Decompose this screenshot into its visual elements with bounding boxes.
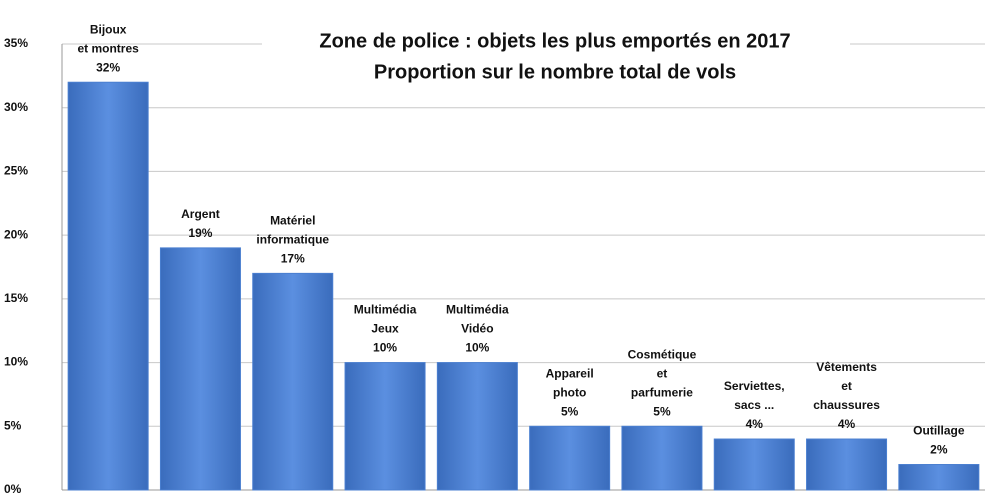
bar bbox=[436, 362, 518, 491]
category-label: Argent bbox=[181, 207, 220, 221]
value-label: 19% bbox=[188, 226, 212, 240]
bar bbox=[898, 464, 980, 491]
category-label: parfumerie bbox=[631, 385, 693, 399]
value-label: 10% bbox=[373, 341, 397, 355]
category-label: Matériel bbox=[270, 214, 315, 228]
category-label: Appareil bbox=[546, 366, 594, 380]
bar bbox=[621, 425, 703, 491]
y-tick-label: 25% bbox=[4, 164, 28, 178]
value-label: 4% bbox=[746, 417, 764, 431]
chart-title: Zone de police : objets les plus emporté… bbox=[319, 30, 790, 52]
category-label: Multimédia bbox=[354, 303, 417, 317]
y-tick-label: 35% bbox=[4, 36, 28, 50]
bar bbox=[344, 362, 426, 491]
y-tick-label: 10% bbox=[4, 355, 28, 369]
category-label: Outillage bbox=[913, 424, 965, 438]
category-label: informatique bbox=[256, 233, 329, 247]
category-label: sacs ... bbox=[734, 398, 774, 412]
y-tick-label: 30% bbox=[4, 100, 28, 114]
category-label: Multimédia bbox=[446, 303, 509, 317]
bar bbox=[529, 425, 611, 491]
category-label: Vêtements bbox=[816, 360, 877, 374]
value-label: 2% bbox=[930, 443, 948, 457]
bar bbox=[806, 438, 888, 491]
bar bbox=[159, 247, 241, 491]
chart-subtitle: Proportion sur le nombre total de vols bbox=[374, 61, 736, 83]
value-label: 5% bbox=[653, 404, 671, 418]
category-label: photo bbox=[553, 385, 586, 399]
marks bbox=[67, 81, 980, 491]
bar bbox=[252, 272, 334, 491]
category-label: Vidéo bbox=[461, 322, 493, 336]
y-tick-label: 20% bbox=[4, 227, 28, 241]
category-label: et bbox=[841, 379, 852, 393]
category-label: Bijoux bbox=[90, 22, 127, 36]
value-label: 10% bbox=[465, 341, 489, 355]
value-label: 32% bbox=[96, 60, 120, 74]
bar bbox=[713, 438, 795, 491]
y-tick-label: 0% bbox=[4, 482, 22, 496]
category-label: Cosmétique bbox=[628, 347, 697, 361]
category-label: chaussures bbox=[813, 398, 880, 412]
title-backdrop bbox=[262, 28, 850, 88]
bar bbox=[67, 81, 149, 491]
category-label: et montres bbox=[77, 41, 139, 55]
category-label: et bbox=[657, 366, 668, 380]
value-label: 5% bbox=[561, 404, 579, 418]
y-tick-label: 15% bbox=[4, 291, 28, 305]
category-label: Jeux bbox=[371, 322, 399, 336]
value-label: 4% bbox=[838, 417, 856, 431]
value-label: 17% bbox=[281, 252, 305, 266]
y-tick-label: 5% bbox=[4, 418, 22, 432]
category-label: Serviettes, bbox=[724, 379, 785, 393]
